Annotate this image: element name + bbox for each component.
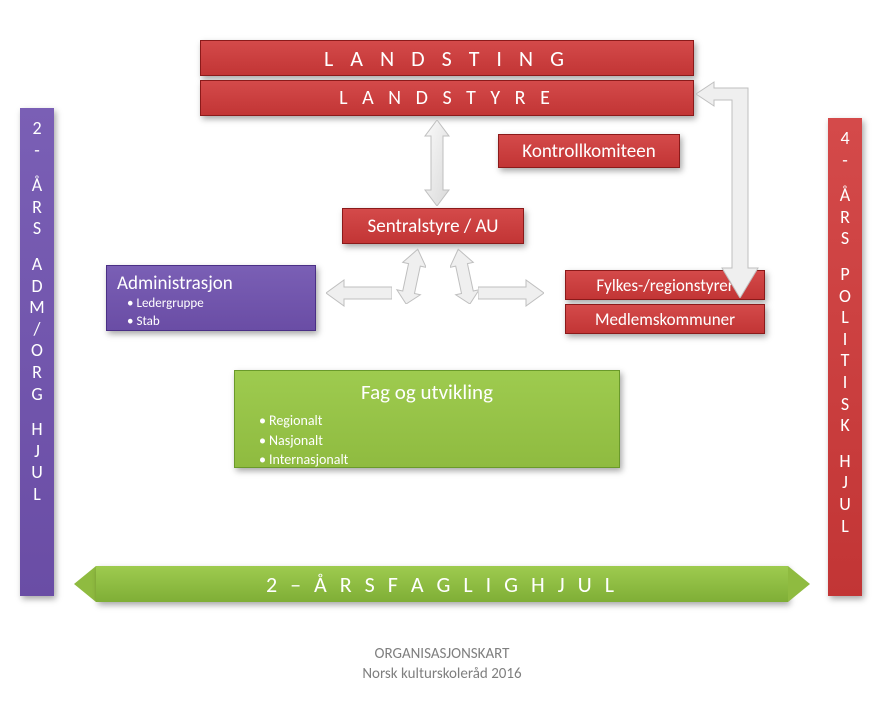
vbar-char: I	[828, 372, 862, 394]
kontroll-box: Kontrollkomiteen	[498, 134, 680, 168]
vbar-char: M	[20, 297, 54, 319]
arrow-left-icon	[326, 278, 392, 308]
medlem-label: Medlemskommuner	[595, 309, 735, 330]
vbar-char: H	[20, 419, 54, 441]
footer-title: ORGANISASJONSKART	[0, 645, 884, 665]
vbar-char: R	[20, 362, 54, 384]
admin-item: Stab	[127, 313, 305, 331]
admin-list: Ledergruppe Stab	[117, 295, 305, 331]
vbar-char: T	[828, 350, 862, 372]
arrow-down-left-icon	[392, 248, 426, 304]
admin-title: Administrasjon	[117, 272, 305, 295]
fag-list: Regionalt Nasjonalt Internasjonalt	[249, 411, 605, 470]
medlem-box: Medlemskommuner	[565, 304, 765, 334]
arrow-vertical-top-icon	[421, 120, 453, 206]
fag-box: Fag og utvikling Regionalt Nasjonalt Int…	[234, 370, 620, 468]
fylkes-box: Fylkes-/regionstyrer	[565, 270, 765, 300]
landstyre-label: L A N D S T Y R E	[339, 86, 555, 110]
vbar-char: J	[828, 472, 862, 494]
band-arrow-right-icon	[788, 566, 810, 602]
fag-item: Regionalt	[259, 411, 605, 431]
vbar-char: S	[828, 228, 862, 250]
kontroll-label: Kontrollkomiteen	[522, 140, 655, 163]
vbar-char: -	[828, 150, 862, 172]
faglig-hjul-band: 2 – Å R S F A G L I G H J U L	[74, 566, 810, 602]
left-wheel-bar: 2 - Å R S A D M / O R G H J U L	[20, 108, 54, 596]
vbar-char: U	[828, 494, 862, 516]
admin-box: Administrasjon Ledergruppe Stab	[106, 265, 316, 331]
vbar-char: /	[20, 319, 54, 341]
right-wheel-bar: 4 - Å R S P O L I T I S K H J U L	[828, 118, 862, 596]
vbar-char: Å	[828, 185, 862, 207]
fag-item: Nasjonalt	[259, 431, 605, 451]
vbar-char: S	[20, 218, 54, 240]
arrow-bent-right-icon	[696, 78, 766, 298]
landsting-box: L A N D S T I N G	[200, 40, 694, 76]
vbar-char: D	[20, 276, 54, 298]
sentralstyre-label: Sentralstyre / AU	[368, 215, 499, 238]
vbar-char: O	[20, 340, 54, 362]
sentralstyre-box: Sentralstyre / AU	[342, 208, 524, 244]
vbar-char: G	[20, 384, 54, 406]
vbar-char: L	[20, 484, 54, 506]
vbar-char: U	[20, 462, 54, 484]
vbar-char: P	[828, 264, 862, 286]
fylkes-label: Fylkes-/regionstyrer	[596, 275, 733, 296]
faglig-hjul-label: 2 – Å R S F A G L I G H J U L	[266, 571, 618, 598]
vbar-char: R	[20, 197, 54, 219]
vbar-char: K	[828, 415, 862, 437]
vbar-char: R	[828, 207, 862, 229]
vbar-char: S	[828, 394, 862, 416]
footer-subtitle: Norsk kulturskoleråd 2016	[0, 665, 884, 685]
vbar-char: 4	[828, 128, 862, 150]
vbar-char: O	[828, 286, 862, 308]
band-arrow-left-icon	[74, 566, 96, 602]
arrow-right-icon	[478, 278, 544, 308]
landsting-label: L A N D S T I N G	[324, 45, 570, 72]
vbar-char: -	[20, 140, 54, 162]
vbar-char: A	[20, 254, 54, 276]
vbar-char: L	[828, 307, 862, 329]
vbar-char: 2	[20, 118, 54, 140]
landstyre-box: L A N D S T Y R E	[200, 80, 694, 116]
vbar-char: J	[20, 441, 54, 463]
fag-title: Fag og utvikling	[249, 379, 605, 405]
arrow-down-right-icon	[450, 248, 484, 304]
vbar-char: Å	[20, 175, 54, 197]
vbar-char: L	[828, 516, 862, 538]
vbar-char: I	[828, 329, 862, 351]
vbar-char: H	[828, 451, 862, 473]
admin-item: Ledergruppe	[127, 295, 305, 313]
fag-item: Internasjonalt	[259, 450, 605, 470]
footer: ORGANISASJONSKART Norsk kulturskoleråd 2…	[0, 645, 884, 684]
